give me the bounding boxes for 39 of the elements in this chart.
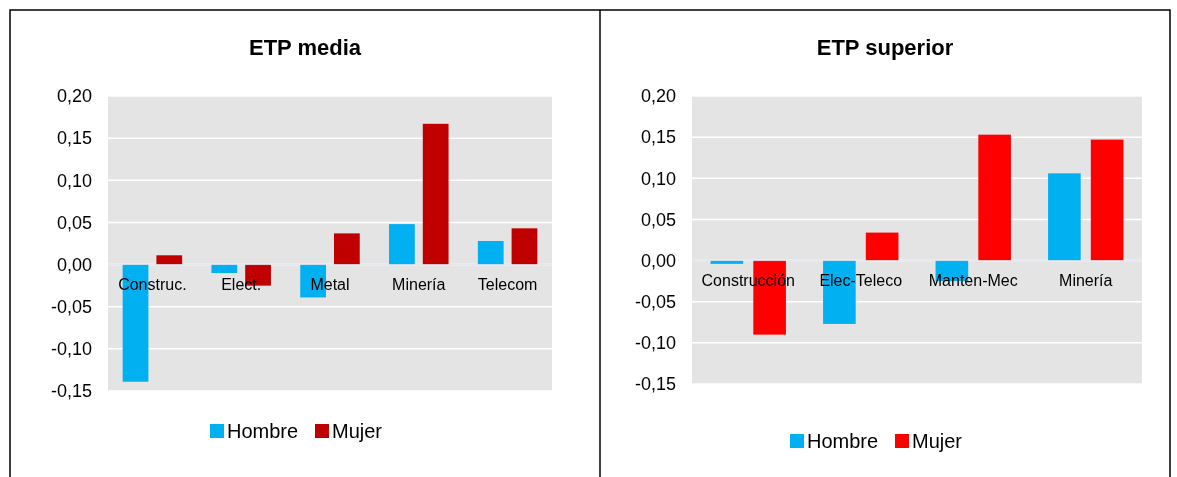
bar xyxy=(156,255,183,265)
y-tick-label: -0,15 xyxy=(634,374,676,395)
y-tick-label: 0,00 xyxy=(56,254,92,275)
y-tick-label: 0,00 xyxy=(640,250,676,271)
bar xyxy=(211,264,238,273)
bar xyxy=(1090,139,1124,261)
bar xyxy=(865,232,899,261)
legend-label: Mujer xyxy=(332,420,383,442)
bar xyxy=(422,123,449,265)
y-tick-label: 0,20 xyxy=(640,86,676,107)
y-tick-label: 0,15 xyxy=(56,128,92,149)
y-tick-label: 0,20 xyxy=(56,86,92,107)
y-tick-label: -0,10 xyxy=(634,333,676,354)
chart-title: ETP superior xyxy=(816,35,954,60)
x-tick-label: Minería xyxy=(1059,271,1113,289)
chart-title: ETP media xyxy=(248,35,362,60)
y-tick-label: -0,05 xyxy=(50,297,92,318)
bar xyxy=(978,134,1011,261)
x-tick-label: Telecom xyxy=(477,275,538,293)
bar xyxy=(389,224,415,265)
x-tick-label: Elect. xyxy=(221,275,262,293)
bar xyxy=(710,260,744,264)
y-tick-label: -0,15 xyxy=(50,381,92,402)
y-tick-label: 0,05 xyxy=(640,209,676,230)
legend-label: Hombre xyxy=(807,430,879,452)
bar xyxy=(511,228,538,265)
y-tick-label: 0,10 xyxy=(640,168,676,189)
bar xyxy=(334,233,360,265)
y-tick-label: -0,10 xyxy=(50,339,92,360)
legend-label: Mujer xyxy=(912,430,963,452)
y-tick-label: 0,10 xyxy=(56,170,92,191)
bar xyxy=(477,240,504,265)
y-tick-label: -0,05 xyxy=(634,292,676,313)
y-tick-label: 0,05 xyxy=(56,212,92,233)
x-tick-label: Manten-Mec xyxy=(928,271,1018,289)
y-tick-label: 0,15 xyxy=(640,127,676,148)
bar xyxy=(1048,173,1081,261)
x-tick-label: Minería xyxy=(392,275,446,293)
legend-label: Hombre xyxy=(227,420,299,442)
